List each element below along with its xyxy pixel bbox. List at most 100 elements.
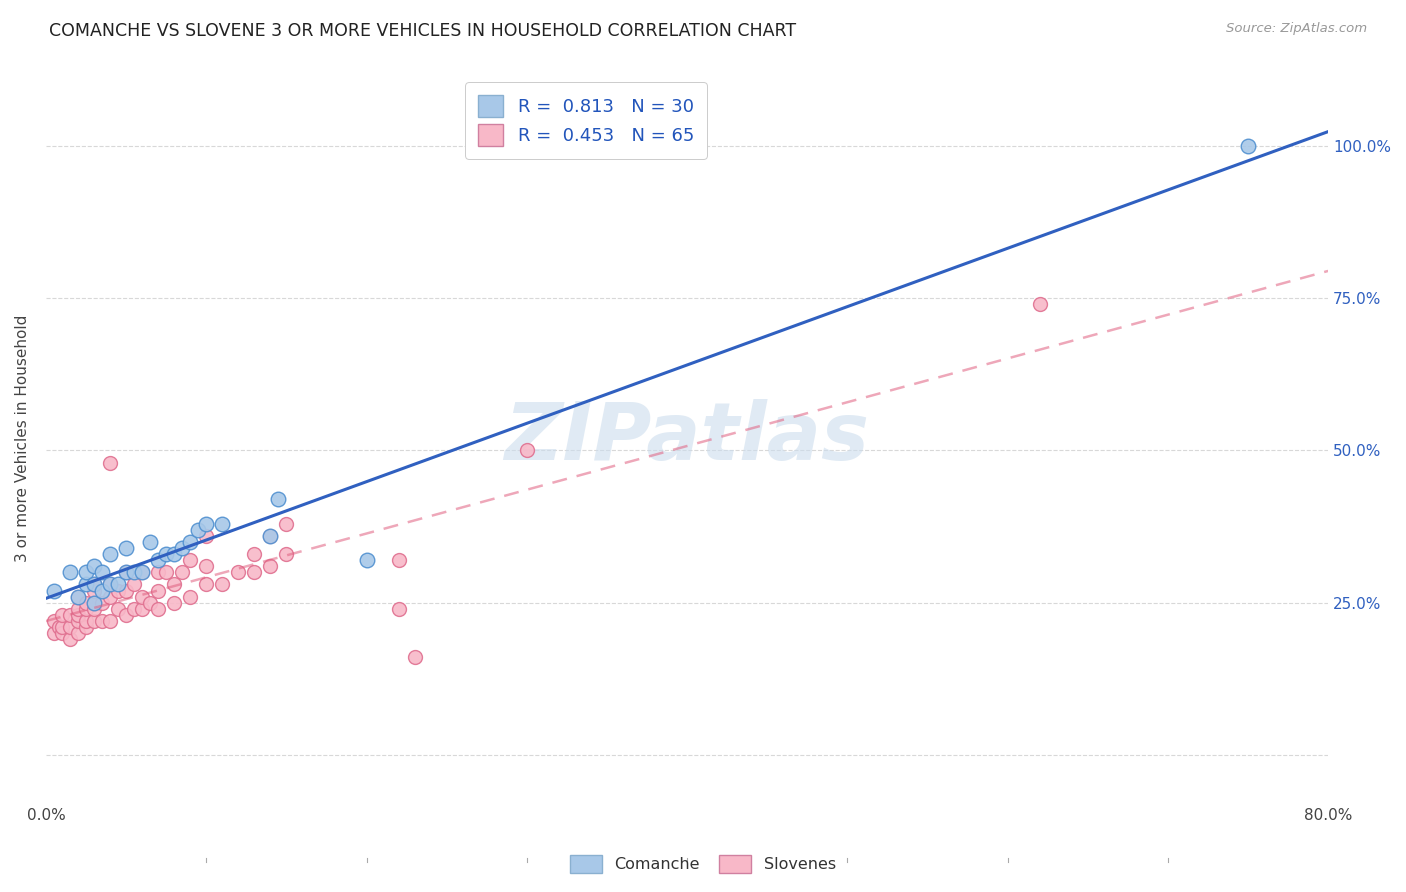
- Point: [66, 607, 89, 622]
- Point: [122, 566, 145, 580]
- Point: [139, 534, 162, 549]
- Point: [98, 547, 121, 561]
- Point: [59, 566, 82, 580]
- Point: [155, 547, 177, 561]
- Point: [1237, 139, 1260, 153]
- Point: [195, 516, 218, 531]
- Point: [91, 614, 114, 628]
- Point: [387, 601, 409, 615]
- Point: [75, 601, 97, 615]
- Point: [91, 583, 114, 598]
- Point: [146, 583, 169, 598]
- Point: [51, 626, 73, 640]
- Point: [1028, 297, 1050, 311]
- Point: [115, 566, 138, 580]
- Point: [131, 566, 153, 580]
- Point: [259, 529, 281, 543]
- Point: [75, 566, 97, 580]
- Point: [122, 577, 145, 591]
- Point: [48, 620, 70, 634]
- Text: Source: ZipAtlas.com: Source: ZipAtlas.com: [1226, 22, 1367, 36]
- Point: [59, 607, 82, 622]
- Point: [115, 583, 138, 598]
- Point: [276, 547, 298, 561]
- Point: [83, 596, 105, 610]
- Point: [66, 626, 89, 640]
- Point: [83, 577, 105, 591]
- Point: [195, 577, 218, 591]
- Point: [66, 590, 89, 604]
- Point: [267, 492, 290, 507]
- Point: [155, 566, 177, 580]
- Point: [259, 559, 281, 574]
- Point: [42, 583, 65, 598]
- Point: [66, 601, 89, 615]
- Point: [83, 601, 105, 615]
- Point: [98, 590, 121, 604]
- Point: [98, 577, 121, 591]
- Point: [172, 541, 194, 555]
- Point: [51, 620, 73, 634]
- Point: [75, 620, 97, 634]
- Point: [115, 541, 138, 555]
- Point: [387, 553, 409, 567]
- Point: [83, 583, 105, 598]
- Point: [115, 607, 138, 622]
- Text: COMANCHE VS SLOVENE 3 OR MORE VEHICLES IN HOUSEHOLD CORRELATION CHART: COMANCHE VS SLOVENE 3 OR MORE VEHICLES I…: [49, 22, 796, 40]
- Point: [51, 607, 73, 622]
- Point: [131, 590, 153, 604]
- Point: [98, 614, 121, 628]
- Point: [91, 566, 114, 580]
- Legend: Comanche, Slovenes: Comanche, Slovenes: [564, 848, 842, 880]
- Point: [66, 590, 89, 604]
- Point: [172, 566, 194, 580]
- Point: [516, 443, 538, 458]
- Point: [163, 577, 186, 591]
- Point: [42, 614, 65, 628]
- Point: [163, 547, 186, 561]
- Point: [404, 650, 426, 665]
- Point: [131, 601, 153, 615]
- Point: [83, 559, 105, 574]
- Point: [42, 626, 65, 640]
- Point: [75, 596, 97, 610]
- Point: [107, 601, 129, 615]
- Point: [356, 553, 378, 567]
- Y-axis label: 3 or more Vehicles in Household: 3 or more Vehicles in Household: [15, 315, 30, 562]
- Point: [211, 516, 233, 531]
- Point: [91, 596, 114, 610]
- Point: [66, 614, 89, 628]
- Point: [187, 523, 209, 537]
- Point: [226, 566, 249, 580]
- Point: [179, 553, 201, 567]
- Point: [243, 547, 266, 561]
- Point: [107, 577, 129, 591]
- Point: [131, 566, 153, 580]
- Point: [179, 534, 201, 549]
- Point: [146, 553, 169, 567]
- Point: [75, 577, 97, 591]
- Point: [115, 566, 138, 580]
- Point: [139, 596, 162, 610]
- Point: [243, 566, 266, 580]
- Point: [107, 583, 129, 598]
- Point: [59, 632, 82, 647]
- Point: [83, 614, 105, 628]
- Point: [122, 601, 145, 615]
- Point: [179, 590, 201, 604]
- Point: [98, 577, 121, 591]
- Legend: R =  0.813   N = 30, R =  0.453   N = 65: R = 0.813 N = 30, R = 0.453 N = 65: [465, 82, 707, 159]
- Point: [83, 596, 105, 610]
- Point: [195, 559, 218, 574]
- Point: [163, 596, 186, 610]
- Point: [211, 577, 233, 591]
- Point: [195, 529, 218, 543]
- Point: [146, 566, 169, 580]
- Point: [59, 620, 82, 634]
- Point: [75, 614, 97, 628]
- Point: [276, 516, 298, 531]
- Point: [98, 456, 121, 470]
- Point: [83, 577, 105, 591]
- Text: ZIPatlas: ZIPatlas: [505, 400, 869, 477]
- Point: [259, 529, 281, 543]
